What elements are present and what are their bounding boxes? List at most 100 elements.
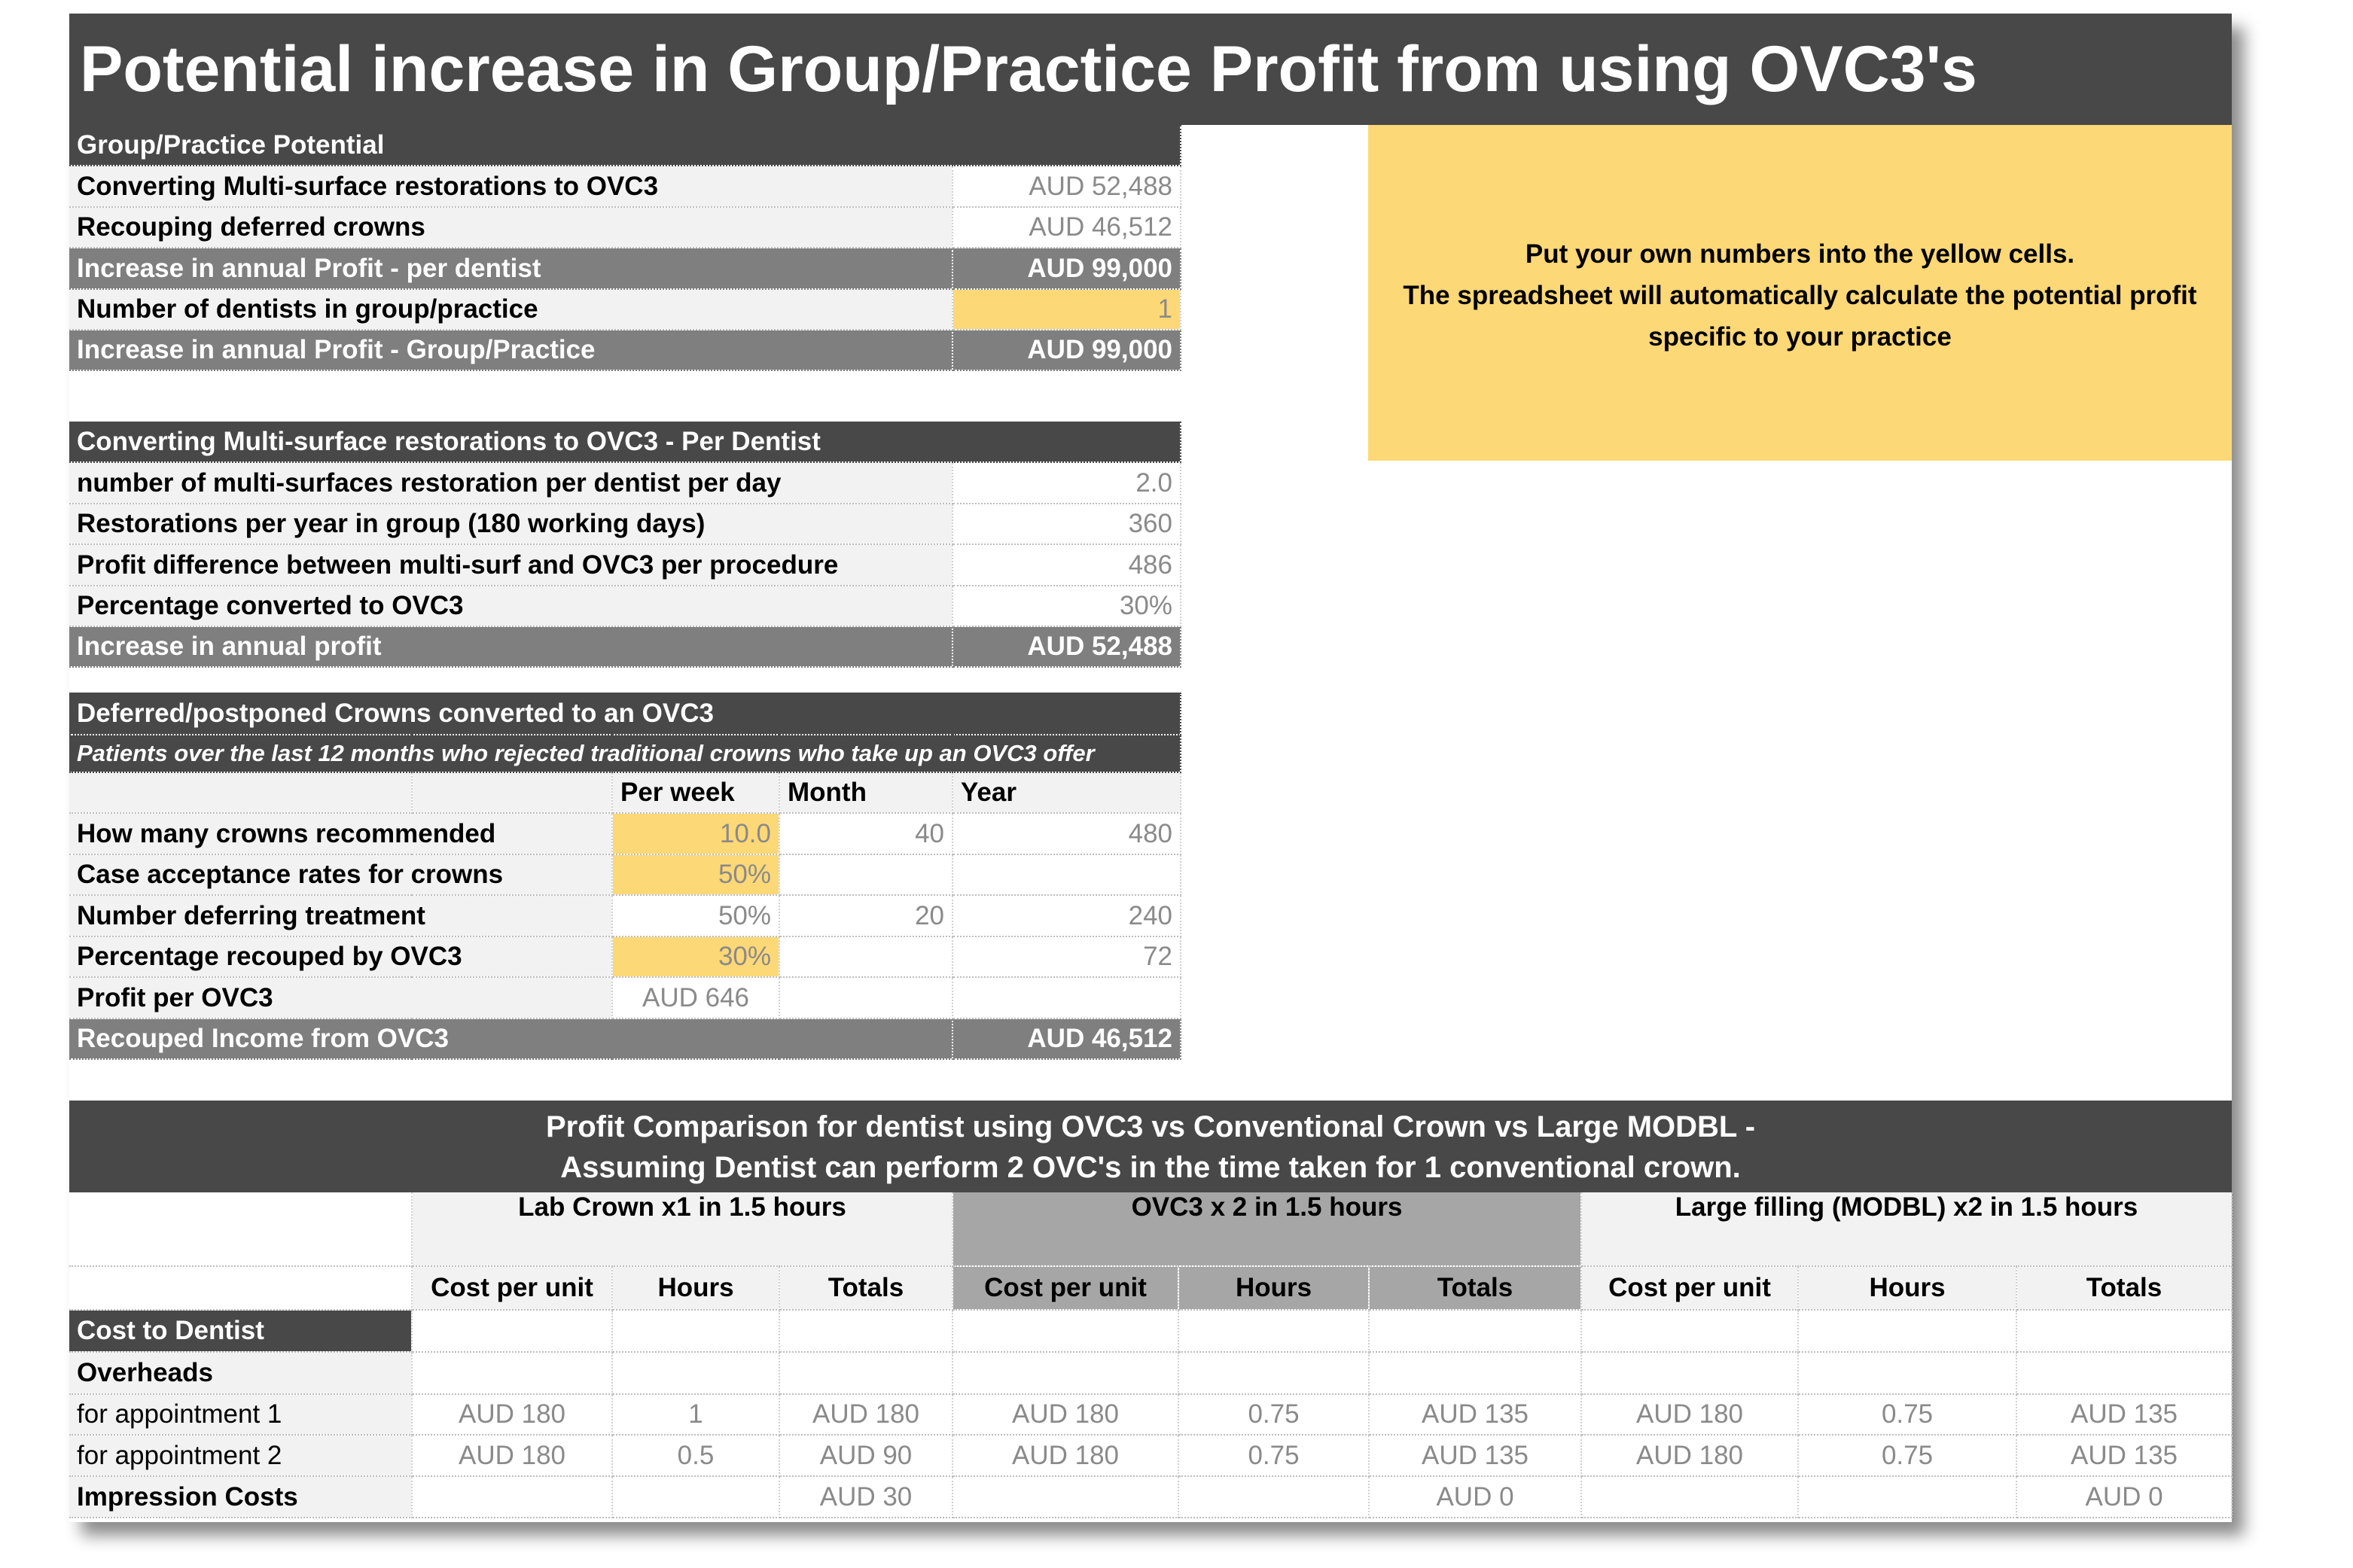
value-cell[interactable]: AUD 135	[2016, 1435, 2233, 1477]
profit-month-cell[interactable]	[779, 977, 953, 1019]
value-cell[interactable]: 0.75	[1798, 1394, 2017, 1436]
value-cell[interactable]: 1	[612, 1394, 780, 1436]
profit-difference-cell[interactable]: 486	[952, 544, 1181, 586]
potential-multisurface-cell[interactable]: AUD 52,488	[952, 166, 1181, 208]
deferring-week-cell[interactable]: 50%	[612, 895, 780, 937]
col-totals: Totals	[1369, 1266, 1582, 1311]
empty-cell[interactable]	[779, 1310, 953, 1353]
col-hours: Hours	[1798, 1266, 2017, 1311]
value-cell[interactable]	[612, 1476, 780, 1518]
acceptance-month-cell[interactable]	[779, 854, 953, 896]
col-cost-per-unit: Cost per unit	[1581, 1266, 1799, 1311]
value-cell[interactable]	[1178, 1476, 1370, 1518]
value-cell[interactable]: AUD 135	[2016, 1394, 2233, 1436]
group-lab-crown: Lab Crown x1 in 1.5 hours	[412, 1192, 953, 1267]
row-label: Number deferring treatment	[69, 895, 613, 937]
value-cell[interactable]: AUD 180	[952, 1394, 1179, 1436]
empty-cell[interactable]	[1798, 1352, 2017, 1395]
empty-cell[interactable]	[952, 1352, 1179, 1395]
empty-cell[interactable]	[1369, 1310, 1582, 1353]
blank-cell	[412, 772, 613, 814]
value-cell[interactable]	[1798, 1476, 2017, 1518]
row-label: Profit difference between multi-surf and…	[69, 544, 953, 586]
row-label: Percentage converted to OVC3	[69, 586, 953, 627]
crowns-month-cell[interactable]: 40	[779, 813, 953, 855]
value-cell[interactable]: 0.75	[1798, 1435, 2017, 1477]
comparison-title: Profit Comparison for dentist using OVC3…	[69, 1101, 2232, 1192]
dentists-count-input-cell[interactable]: 1	[952, 289, 1181, 330]
value-cell[interactable]: AUD 180	[412, 1435, 613, 1477]
empty-cell[interactable]	[1178, 1352, 1370, 1395]
empty-cell[interactable]	[2016, 1352, 2233, 1395]
col-hours: Hours	[1178, 1266, 1370, 1311]
comparison-table: Lab Crown x1 in 1.5 hours OVC3 x 2 in 1.…	[69, 1192, 2233, 1518]
value-cell[interactable]: AUD 0	[1369, 1476, 1582, 1518]
empty-cell[interactable]	[1581, 1310, 1799, 1353]
restorations-per-year-cell[interactable]: 360	[952, 504, 1181, 545]
value-cell[interactable]: 0.75	[1178, 1435, 1370, 1477]
value-cell[interactable]	[1581, 1476, 1799, 1518]
restorations-per-day-cell[interactable]: 2.0	[952, 462, 1181, 504]
potential-deferred-cell[interactable]: AUD 46,512	[952, 207, 1181, 248]
empty-cell[interactable]	[1798, 1310, 2017, 1353]
blank-cell	[69, 1266, 413, 1311]
acceptance-rate-input-cell[interactable]: 50%	[612, 854, 780, 896]
crowns-year-cell[interactable]: 480	[952, 813, 1182, 855]
value-cell[interactable]: AUD 0	[2016, 1476, 2233, 1518]
deferring-year-cell[interactable]: 240	[952, 895, 1182, 937]
empty-cell[interactable]	[952, 1310, 1179, 1353]
comparison-title-line: Profit Comparison for dentist using OVC3…	[545, 1110, 1756, 1143]
dentists-label: Number of dentists in group/practice	[69, 289, 953, 330]
group-total-cell[interactable]: AUD 99,000	[952, 330, 1181, 371]
overheads-label: Overheads	[69, 1352, 413, 1395]
empty-cell[interactable]	[612, 1352, 780, 1395]
empty-cell[interactable]	[779, 1352, 953, 1395]
col-per-week: Per week	[612, 772, 780, 814]
value-cell[interactable]: AUD 180	[779, 1394, 953, 1436]
empty-cell[interactable]	[412, 1352, 613, 1395]
value-cell[interactable]: AUD 30	[779, 1476, 953, 1518]
col-hours: Hours	[612, 1266, 780, 1311]
empty-cell[interactable]	[612, 1310, 780, 1353]
value-cell[interactable]: 0.75	[1178, 1394, 1370, 1436]
recouped-input-cell[interactable]: 30%	[612, 936, 780, 978]
col-totals: Totals	[779, 1266, 953, 1311]
value-cell[interactable]: AUD 135	[1369, 1394, 1582, 1436]
value-cell[interactable]: AUD 135	[1369, 1435, 1582, 1477]
profit-per-ovc3-cell[interactable]: AUD 646	[612, 977, 780, 1019]
col-cost-per-unit: Cost per unit	[952, 1266, 1179, 1311]
empty-cell[interactable]	[1581, 1352, 1799, 1395]
deferring-month-cell[interactable]: 20	[779, 895, 953, 937]
value-cell[interactable]	[952, 1476, 1179, 1518]
empty-cell[interactable]	[1178, 1310, 1370, 1353]
multisurface-header: Converting Multi-surface restorations to…	[69, 422, 1181, 463]
row-label: number of multi-surfaces restoration per…	[69, 462, 953, 504]
recouped-month-cell[interactable]	[779, 936, 953, 978]
multisurface-total-cell[interactable]: AUD 52,488	[952, 626, 1181, 668]
crowns-recommended-input-cell[interactable]: 10.0	[612, 813, 780, 855]
value-cell[interactable]	[412, 1476, 613, 1518]
value-cell[interactable]: AUD 180	[952, 1435, 1179, 1477]
recouped-year-cell[interactable]: 72	[952, 936, 1182, 978]
row-label: for appointment 1	[69, 1394, 413, 1436]
value-cell[interactable]: AUD 90	[779, 1435, 953, 1477]
row-label: How many crowns recommended	[69, 813, 613, 855]
profit-year-cell[interactable]	[952, 977, 1182, 1019]
col-month: Month	[779, 772, 953, 814]
percentage-converted-cell[interactable]: 30%	[952, 586, 1181, 627]
value-cell[interactable]: AUD 180	[1581, 1394, 1799, 1436]
per-dentist-total-cell[interactable]: AUD 99,000	[952, 248, 1181, 290]
note-line: The spreadsheet will automatically calcu…	[1403, 281, 2197, 310]
empty-cell[interactable]	[2016, 1310, 2233, 1353]
value-cell[interactable]: 0.5	[612, 1435, 780, 1477]
note-line: specific to your practice	[1648, 322, 1952, 352]
page-title: Potential increase in Group/Practice Pro…	[69, 14, 2232, 125]
lab-crown-cost-input-cell[interactable]: AUD 180	[412, 1394, 613, 1436]
value-cell[interactable]: AUD 180	[1581, 1435, 1799, 1477]
row-label: Impression Costs	[69, 1476, 413, 1518]
empty-cell[interactable]	[412, 1310, 613, 1353]
empty-cell[interactable]	[1369, 1352, 1582, 1395]
acceptance-year-cell[interactable]	[952, 854, 1182, 896]
deferred-total-cell[interactable]: AUD 46,512	[952, 1018, 1182, 1060]
note-line: Put your own numbers into the yellow cel…	[1525, 239, 2075, 269]
